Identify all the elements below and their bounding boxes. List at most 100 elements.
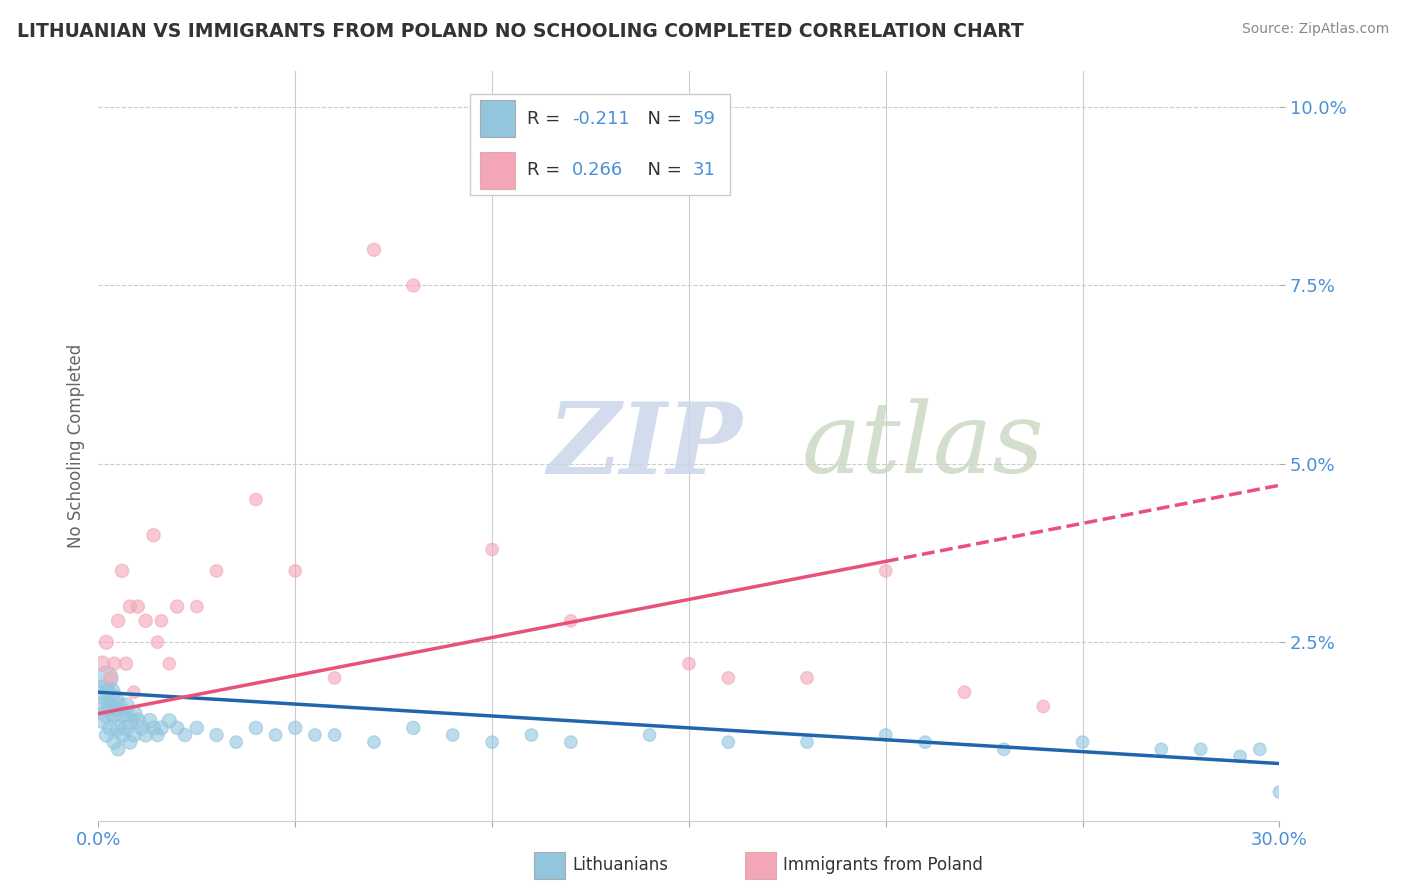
Point [402, 278, 425, 293]
Point [111, 564, 134, 578]
Point [107, 699, 129, 714]
Point [103, 657, 125, 671]
Point [122, 706, 145, 721]
Text: R =: R = [527, 161, 567, 179]
Point [91, 685, 114, 699]
Point [560, 735, 582, 749]
Point [135, 728, 157, 742]
Point [284, 721, 307, 735]
Point [441, 728, 464, 742]
Point [103, 706, 125, 721]
Text: ZIP: ZIP [547, 398, 742, 494]
Point [131, 721, 153, 735]
Point [118, 599, 141, 614]
FancyBboxPatch shape [479, 152, 516, 189]
Point [245, 721, 267, 735]
Text: R =: R = [527, 110, 567, 128]
Point [157, 714, 180, 728]
Point [122, 685, 145, 699]
Point [98, 685, 121, 699]
Text: Source: ZipAtlas.com: Source: ZipAtlas.com [1241, 22, 1389, 37]
Point [1268, 785, 1291, 799]
Point [205, 728, 228, 742]
Point [115, 721, 138, 735]
Point [481, 735, 503, 749]
Y-axis label: No Schooling Completed: No Schooling Completed [66, 344, 84, 548]
Point [402, 721, 425, 735]
Point [304, 728, 326, 742]
Text: N =: N = [636, 110, 688, 128]
Point [107, 742, 129, 756]
Point [115, 699, 138, 714]
Point [118, 714, 141, 728]
Point [1229, 749, 1251, 764]
Point [363, 243, 385, 257]
Text: 59: 59 [693, 110, 716, 128]
Point [953, 685, 976, 699]
Point [142, 528, 165, 542]
Point [796, 735, 818, 749]
Text: N =: N = [636, 161, 688, 179]
Text: Immigrants from Poland: Immigrants from Poland [783, 856, 983, 874]
Point [875, 564, 897, 578]
Text: -0.211: -0.211 [572, 110, 630, 128]
Point [146, 635, 169, 649]
Point [1189, 742, 1212, 756]
Point [560, 614, 582, 628]
Point [796, 671, 818, 685]
Point [174, 728, 197, 742]
Point [135, 614, 157, 628]
Point [150, 721, 173, 735]
Point [96, 706, 118, 721]
Point [678, 657, 700, 671]
Point [875, 728, 897, 742]
Point [323, 671, 346, 685]
FancyBboxPatch shape [479, 100, 516, 137]
Point [1150, 742, 1173, 756]
Point [142, 721, 165, 735]
Point [205, 564, 228, 578]
Point [481, 542, 503, 557]
Point [1249, 742, 1271, 756]
Point [115, 657, 138, 671]
Point [166, 599, 188, 614]
Point [363, 735, 385, 749]
Point [146, 728, 169, 742]
Point [96, 671, 118, 685]
Point [111, 706, 134, 721]
Text: LITHUANIAN VS IMMIGRANTS FROM POLAND NO SCHOOLING COMPLETED CORRELATION CHART: LITHUANIAN VS IMMIGRANTS FROM POLAND NO … [17, 22, 1024, 41]
Point [91, 714, 114, 728]
Point [245, 492, 267, 507]
Point [993, 742, 1015, 756]
Point [118, 735, 141, 749]
Point [98, 721, 121, 735]
Point [103, 735, 125, 749]
Point [914, 735, 936, 749]
Point [107, 614, 129, 628]
Point [91, 657, 114, 671]
Point [111, 728, 134, 742]
Point [520, 728, 543, 742]
Point [150, 614, 173, 628]
Point [96, 728, 118, 742]
Point [96, 635, 118, 649]
Point [225, 735, 247, 749]
Point [157, 657, 180, 671]
Point [98, 699, 121, 714]
Point [186, 721, 208, 735]
Point [638, 728, 661, 742]
Point [186, 599, 208, 614]
Point [264, 728, 287, 742]
Point [1071, 735, 1094, 749]
Point [166, 721, 188, 735]
Text: atlas: atlas [801, 399, 1043, 493]
Point [717, 735, 740, 749]
FancyBboxPatch shape [471, 94, 730, 195]
Point [127, 599, 149, 614]
Point [107, 721, 129, 735]
Point [1032, 699, 1054, 714]
Point [284, 564, 307, 578]
Point [91, 699, 114, 714]
Text: Lithuanians: Lithuanians [572, 856, 668, 874]
Point [98, 671, 121, 685]
